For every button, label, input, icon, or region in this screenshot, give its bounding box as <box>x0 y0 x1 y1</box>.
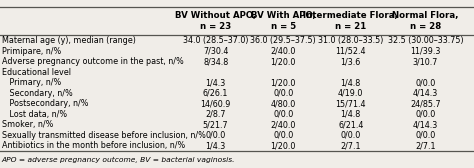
Text: 5/21.7: 5/21.7 <box>203 120 228 129</box>
Text: 34.0 (28.5–37.0): 34.0 (28.5–37.0) <box>183 36 248 45</box>
Text: 1/20.0: 1/20.0 <box>271 78 296 87</box>
Text: 7/30.4: 7/30.4 <box>203 47 228 56</box>
Text: 1/4.8: 1/4.8 <box>341 110 361 119</box>
Text: 2/40.0: 2/40.0 <box>271 120 296 129</box>
Text: Maternal age (y), median (range): Maternal age (y), median (range) <box>2 36 136 45</box>
Text: 31.0 (28.0–33.5): 31.0 (28.0–33.5) <box>318 36 383 45</box>
Text: 6/21.4: 6/21.4 <box>338 120 364 129</box>
Text: APO = adverse pregnancy outcome, BV = bacterial vaginosis.: APO = adverse pregnancy outcome, BV = ba… <box>1 157 235 163</box>
Text: 2/40.0: 2/40.0 <box>271 47 296 56</box>
Text: 0/0.0: 0/0.0 <box>415 131 436 140</box>
Text: 15/71.4: 15/71.4 <box>336 99 366 108</box>
Text: BV Without APO,
n = 23: BV Without APO, n = 23 <box>175 11 256 31</box>
Text: 4/80.0: 4/80.0 <box>271 99 296 108</box>
Text: 1/20.0: 1/20.0 <box>271 141 296 150</box>
Text: Educational level: Educational level <box>2 68 71 77</box>
Text: 36.0 (29.5–37.5): 36.0 (29.5–37.5) <box>250 36 316 45</box>
Text: 2/7.1: 2/7.1 <box>340 141 361 150</box>
Text: 1/4.3: 1/4.3 <box>206 141 226 150</box>
Text: 1/3.6: 1/3.6 <box>341 57 361 66</box>
Text: 11/39.3: 11/39.3 <box>410 47 441 56</box>
Text: Postsecondary, n/%: Postsecondary, n/% <box>2 99 88 108</box>
Text: 4/19.0: 4/19.0 <box>338 89 364 98</box>
Text: 11/52.4: 11/52.4 <box>336 47 366 56</box>
Text: 14/60.9: 14/60.9 <box>201 99 231 108</box>
Text: 0/0.0: 0/0.0 <box>273 110 293 119</box>
Text: Antibiotics in the month before inclusion, n/%: Antibiotics in the month before inclusio… <box>2 141 185 150</box>
Text: Secondary, n/%: Secondary, n/% <box>2 89 73 98</box>
Text: 0/0.0: 0/0.0 <box>341 131 361 140</box>
Text: 2/8.7: 2/8.7 <box>205 110 226 119</box>
Text: BV With APO,
n = 5: BV With APO, n = 5 <box>251 11 316 31</box>
Text: 0/0.0: 0/0.0 <box>273 131 293 140</box>
Text: Sexually transmitted disease before inclusion, n/%: Sexually transmitted disease before incl… <box>2 131 206 140</box>
Text: 6/26.1: 6/26.1 <box>203 89 228 98</box>
Text: 8/34.8: 8/34.8 <box>203 57 228 66</box>
Text: 1/4.3: 1/4.3 <box>206 78 226 87</box>
Text: 2/7.1: 2/7.1 <box>415 141 436 150</box>
Text: 0/0.0: 0/0.0 <box>415 78 436 87</box>
Text: 4/14.3: 4/14.3 <box>413 89 438 98</box>
Text: Smoker, n/%: Smoker, n/% <box>2 120 53 129</box>
Text: 1/4.8: 1/4.8 <box>341 78 361 87</box>
Text: Primary, n/%: Primary, n/% <box>2 78 61 87</box>
Text: Adverse pregnancy outcome in the past, n/%: Adverse pregnancy outcome in the past, n… <box>2 57 183 66</box>
Text: Primipare, n/%: Primipare, n/% <box>2 47 61 56</box>
Text: Lost data, n/%: Lost data, n/% <box>2 110 67 119</box>
Text: 24/85.7: 24/85.7 <box>410 99 441 108</box>
Text: Normal Flora,
n = 28: Normal Flora, n = 28 <box>392 11 459 31</box>
Text: 3/10.7: 3/10.7 <box>413 57 438 66</box>
Text: 4/14.3: 4/14.3 <box>413 120 438 129</box>
Text: Intermediate Flora,
n = 21: Intermediate Flora, n = 21 <box>303 11 398 31</box>
Text: 32.5 (30.00–33.75): 32.5 (30.00–33.75) <box>388 36 463 45</box>
Text: 1/20.0: 1/20.0 <box>271 57 296 66</box>
Text: 0/0.0: 0/0.0 <box>206 131 226 140</box>
Text: 0/0.0: 0/0.0 <box>415 110 436 119</box>
Text: 0/0.0: 0/0.0 <box>273 89 293 98</box>
